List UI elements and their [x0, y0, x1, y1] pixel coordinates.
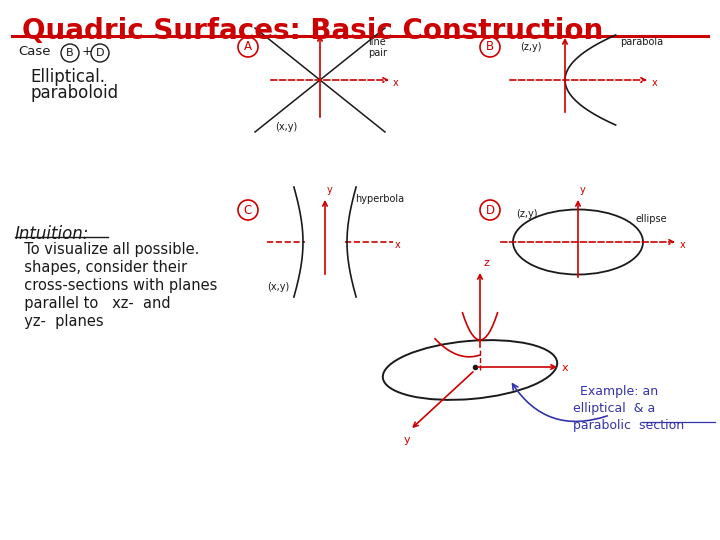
Text: x: x [680, 240, 685, 250]
Text: B: B [66, 48, 74, 58]
Text: parallel to   xz-  and: parallel to xz- and [15, 296, 171, 311]
Text: (x,y): (x,y) [275, 122, 297, 132]
Text: D: D [485, 204, 495, 217]
Text: cross-sections with planes: cross-sections with planes [15, 278, 217, 293]
Text: parabolic  section: parabolic section [573, 419, 684, 432]
Text: x: x [652, 78, 658, 88]
Text: (x,y): (x,y) [267, 282, 289, 292]
Text: hyperbola: hyperbola [355, 194, 404, 204]
Text: C: C [244, 204, 252, 217]
Text: paraboloid: paraboloid [30, 84, 118, 102]
Text: y: y [567, 23, 572, 33]
Text: +: + [82, 45, 93, 58]
Text: A: A [244, 40, 252, 53]
Text: x: x [562, 363, 569, 373]
Text: yz-  planes: yz- planes [15, 314, 104, 329]
Text: Example: an: Example: an [580, 385, 658, 398]
Text: x: x [393, 78, 399, 88]
Text: B: B [486, 40, 494, 53]
Text: D: D [96, 48, 104, 58]
Text: To visualize all possible.: To visualize all possible. [15, 242, 199, 257]
Text: line: line [368, 37, 386, 47]
Text: (z,y): (z,y) [516, 209, 538, 219]
Text: pair: pair [368, 48, 387, 58]
Text: x: x [395, 240, 401, 250]
Text: z: z [483, 258, 489, 268]
Text: Quadric Surfaces: Basic Construction: Quadric Surfaces: Basic Construction [22, 17, 603, 45]
Text: shapes, consider their: shapes, consider their [15, 260, 187, 275]
Text: y: y [580, 185, 586, 195]
Text: Intuition:: Intuition: [15, 225, 89, 243]
Text: ellipse: ellipse [636, 214, 667, 224]
Text: y: y [322, 20, 328, 30]
Text: y: y [404, 435, 410, 445]
Text: parabola: parabola [620, 37, 663, 47]
Text: elliptical  & a: elliptical & a [573, 402, 655, 415]
Text: y: y [327, 185, 333, 195]
Text: (z,y): (z,y) [520, 42, 541, 52]
Text: Elliptical.: Elliptical. [30, 68, 105, 86]
Text: Case: Case [18, 45, 50, 58]
